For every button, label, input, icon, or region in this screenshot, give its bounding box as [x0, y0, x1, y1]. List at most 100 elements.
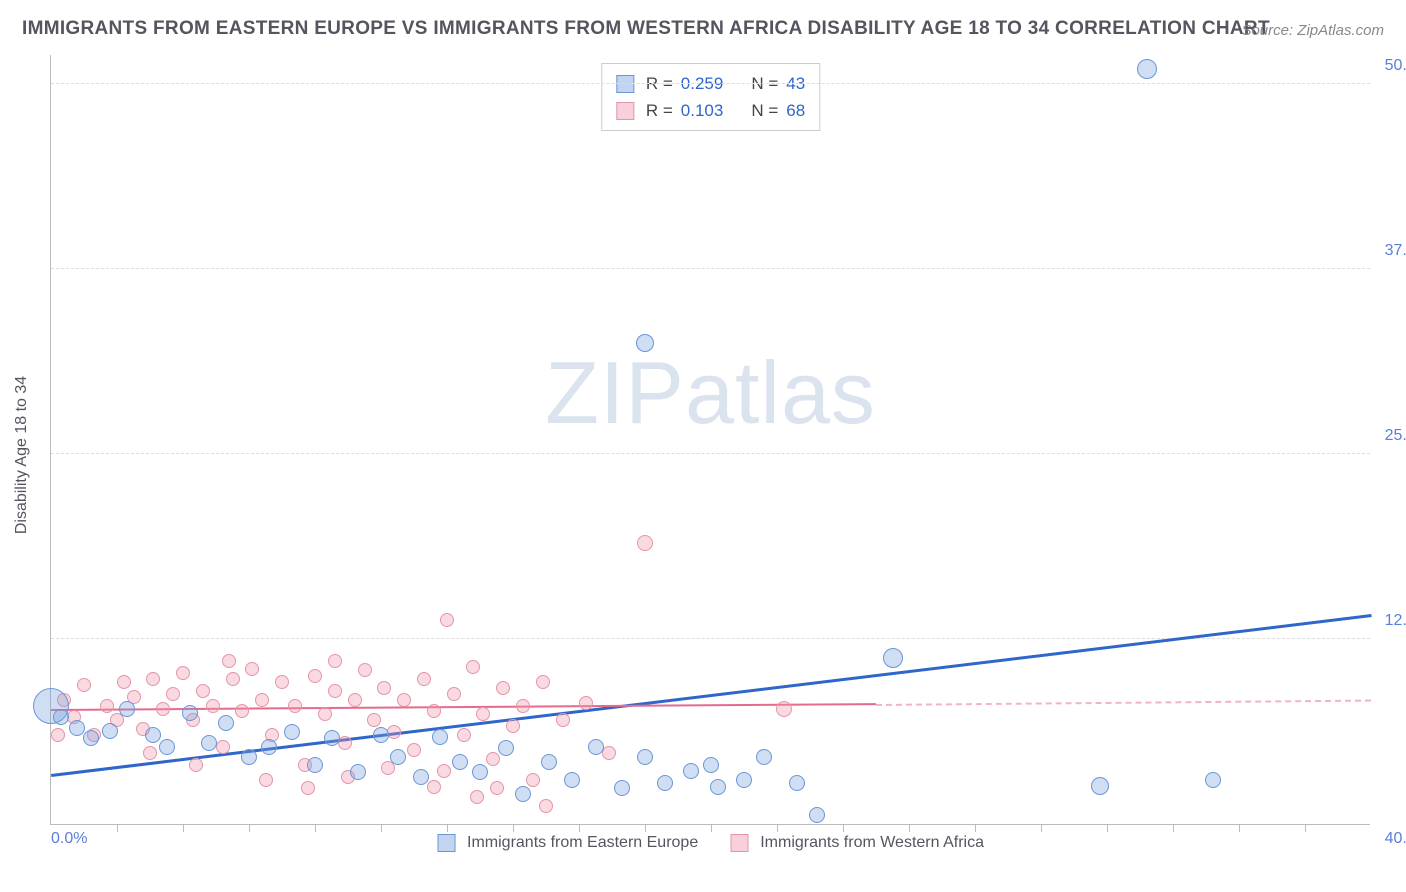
x-tick	[315, 824, 316, 832]
data-point	[486, 752, 500, 766]
data-point	[241, 749, 257, 765]
y-axis-label: Disability Age 18 to 34	[13, 376, 31, 534]
data-point	[427, 780, 441, 794]
data-point	[377, 681, 391, 695]
x-tick	[117, 824, 118, 832]
data-point	[387, 725, 401, 739]
data-point	[789, 775, 805, 791]
x-tick	[447, 824, 448, 832]
legend-row: R =0.103N =68	[616, 97, 805, 124]
data-point	[809, 807, 825, 823]
data-point	[156, 702, 170, 716]
x-tick	[645, 824, 646, 832]
y-tick-label: 37.5%	[1385, 242, 1406, 260]
data-point	[432, 729, 448, 745]
data-point	[683, 763, 699, 779]
data-point	[201, 735, 217, 751]
data-point	[259, 773, 273, 787]
x-tick	[711, 824, 712, 832]
legend-label: Immigrants from Eastern Europe	[467, 834, 698, 852]
data-point	[407, 743, 421, 757]
data-point	[397, 693, 411, 707]
data-point	[226, 672, 240, 686]
data-point	[470, 790, 484, 804]
legend-swatch	[616, 102, 634, 120]
data-point	[146, 672, 160, 686]
data-point	[255, 693, 269, 707]
data-point	[541, 754, 557, 770]
scatter-plot: ZIPatlas R =0.259N =43R =0.103N =68 Immi…	[50, 55, 1370, 825]
n-value: 68	[786, 97, 805, 124]
data-point	[51, 728, 65, 742]
data-point	[1137, 59, 1157, 79]
data-point	[275, 675, 289, 689]
data-point	[53, 709, 69, 725]
data-point	[498, 740, 514, 756]
data-point	[308, 669, 322, 683]
correlation-legend: R =0.259N =43R =0.103N =68	[601, 63, 820, 131]
data-point	[1205, 772, 1221, 788]
data-point	[324, 730, 340, 746]
data-point	[307, 757, 323, 773]
x-tick	[381, 824, 382, 832]
data-point	[328, 684, 342, 698]
data-point	[602, 746, 616, 760]
legend-item: Immigrants from Western Africa	[730, 834, 984, 852]
data-point	[261, 739, 277, 755]
data-point	[756, 749, 772, 765]
data-point	[490, 781, 504, 795]
data-point	[166, 687, 180, 701]
data-point	[564, 772, 580, 788]
gridline	[51, 268, 1370, 269]
data-point	[466, 660, 480, 674]
data-point	[176, 666, 190, 680]
data-point	[588, 739, 604, 755]
data-point	[218, 715, 234, 731]
x-tick	[777, 824, 778, 832]
data-point	[83, 730, 99, 746]
data-point	[117, 675, 131, 689]
data-point	[556, 713, 570, 727]
data-point	[348, 693, 362, 707]
x-tick	[1107, 824, 1108, 832]
data-point	[216, 740, 230, 754]
data-point	[373, 727, 389, 743]
gridline	[51, 83, 1370, 84]
data-point	[245, 662, 259, 676]
x-tick	[975, 824, 976, 832]
data-point	[506, 719, 520, 733]
data-point	[367, 713, 381, 727]
data-point	[206, 699, 220, 713]
x-tick	[183, 824, 184, 832]
data-point	[637, 749, 653, 765]
data-point	[288, 699, 302, 713]
data-point	[440, 613, 454, 627]
data-point	[427, 704, 441, 718]
data-point	[657, 775, 673, 791]
data-point	[119, 701, 135, 717]
x-tick	[513, 824, 514, 832]
gridline	[51, 453, 1370, 454]
data-point	[182, 705, 198, 721]
data-point	[457, 728, 471, 742]
data-point	[350, 764, 366, 780]
data-point	[703, 757, 719, 773]
data-point	[636, 334, 654, 352]
data-point	[637, 535, 653, 551]
data-point	[145, 727, 161, 743]
data-point	[452, 754, 468, 770]
x-tick	[1305, 824, 1306, 832]
data-point	[413, 769, 429, 785]
legend-label: Immigrants from Western Africa	[760, 834, 984, 852]
data-point	[77, 678, 91, 692]
data-point	[710, 779, 726, 795]
data-point	[390, 749, 406, 765]
data-point	[447, 687, 461, 701]
legend-swatch	[437, 834, 455, 852]
data-point	[143, 746, 157, 760]
y-tick-label: 50.0%	[1385, 57, 1406, 75]
x-tick-label: 40.0%	[1385, 830, 1406, 848]
data-point	[476, 707, 490, 721]
data-point	[539, 799, 553, 813]
data-point	[358, 663, 372, 677]
